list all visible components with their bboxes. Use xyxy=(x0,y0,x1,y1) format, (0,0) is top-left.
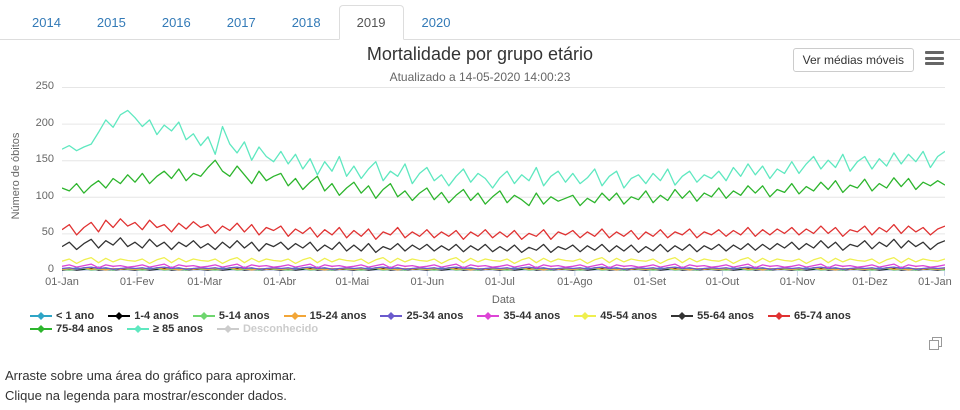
x-tick-label: 01-Nov xyxy=(779,276,816,288)
legend-item-label: 15-24 anos xyxy=(309,310,367,322)
legend-marker-icon xyxy=(30,325,52,333)
y-tick-label: 0 xyxy=(47,263,54,275)
moving-averages-button[interactable]: Ver médias móveis xyxy=(792,48,914,72)
x-tick-label: 01-Jul xyxy=(484,276,515,288)
tab-2015[interactable]: 2015 xyxy=(96,15,126,30)
legend-marker-icon xyxy=(30,312,52,320)
help-line-legend: Clique na legenda para mostrar/esconder … xyxy=(5,388,287,404)
legend-item-label: 25-34 anos xyxy=(406,310,464,322)
x-tick-label: 01-Abr xyxy=(263,276,297,288)
copy-icon[interactable] xyxy=(928,336,944,352)
legend-item-45-54 anos[interactable]: 45-54 anos xyxy=(574,310,657,322)
legend-item-label: 45-54 anos xyxy=(600,310,658,322)
series-line-25-34 anos[interactable] xyxy=(62,266,945,270)
legend-marker-icon xyxy=(126,325,149,333)
legend-marker-icon xyxy=(477,312,500,320)
series-line-45-54 anos[interactable] xyxy=(62,256,945,265)
x-tick-label: 01-Out xyxy=(705,276,740,288)
chart-title: Mortalidade por grupo etário xyxy=(366,44,594,64)
legend-item-label: 5-14 anos xyxy=(218,310,270,322)
y-tick-label: 150 xyxy=(35,153,54,166)
tab-2018[interactable]: 2018 xyxy=(291,15,321,30)
legend-item-label: 75-84 anos xyxy=(56,323,113,335)
x-tick-label: 01-Dez xyxy=(852,276,888,288)
tab-2017[interactable]: 2017 xyxy=(226,15,256,30)
legend-marker-icon xyxy=(216,325,239,333)
legend-item-label: 65-74 anos xyxy=(793,310,851,322)
year-tabbar: 2014 2015 2016 2017 2018 2019 2020 xyxy=(0,0,960,40)
plot-area[interactable] xyxy=(62,87,945,279)
legend-item-75-84 anos[interactable]: 75-84 anos xyxy=(30,323,113,335)
legend-marker-icon xyxy=(192,312,215,320)
y-tick-label: 250 xyxy=(35,80,54,92)
legend-item-≥ 85 anos[interactable]: ≥ 85 anos xyxy=(126,323,203,335)
legend-item-label: Desconhecido xyxy=(242,323,319,335)
legend-item-< 1 ano[interactable]: < 1 ano xyxy=(30,310,94,322)
chart-container: Mortalidade por grupo etário Atualizado … xyxy=(0,40,960,360)
x-tick-label: 01-Jan xyxy=(45,276,79,288)
x-tick-label: 01-Jan xyxy=(918,276,952,288)
chart-help-text: Arraste sobre uma área do gráfico para a… xyxy=(5,366,960,406)
y-tick-label: 100 xyxy=(35,189,54,202)
tab-2019[interactable]: 2019 xyxy=(338,5,404,40)
legend-marker-icon xyxy=(108,312,131,320)
y-tick-label: 200 xyxy=(35,116,54,129)
legend-item-Desconhecido[interactable]: Desconhecido xyxy=(216,323,319,335)
legend-item-label: ≥ 85 anos xyxy=(152,323,203,335)
legend-item-55-64 anos[interactable]: 55-64 anos xyxy=(671,310,754,322)
tab-2016[interactable]: 2016 xyxy=(161,15,191,30)
legend-item-25-34 anos[interactable]: 25-34 anos xyxy=(380,310,463,322)
x-tick-label: 01-Mai xyxy=(335,276,370,288)
series-line-55-64 anos[interactable] xyxy=(62,237,945,254)
legend-item-35-44 anos[interactable]: 35-44 anos xyxy=(477,310,560,322)
series-line-35-44 anos[interactable] xyxy=(62,263,945,269)
legend-item-1-4 anos[interactable]: 1-4 anos xyxy=(108,310,179,322)
legend-marker-icon xyxy=(574,312,597,320)
x-tick-label: 01-Jun xyxy=(410,276,445,288)
help-line-zoom: Arraste sobre uma área do gráfico para a… xyxy=(5,368,297,383)
legend-item-5-14 anos[interactable]: 5-14 anos xyxy=(192,310,270,322)
legend-item-label: 35-44 anos xyxy=(503,310,561,322)
chart-subtitle: Atualizado a 14-05-2020 14:00:23 xyxy=(389,70,571,84)
x-tick-label: 01-Mar xyxy=(187,276,223,288)
x-tick-label: 01-Fev xyxy=(119,276,155,288)
legend-marker-icon xyxy=(767,312,790,320)
chart-menu-icon[interactable] xyxy=(925,51,944,65)
series-line-65-74 anos[interactable] xyxy=(62,218,945,240)
y-tick-label: 50 xyxy=(41,226,54,239)
series-line-75-84 anos[interactable] xyxy=(62,159,945,207)
legend-item-label: 1-4 anos xyxy=(134,310,179,322)
legend-item-65-74 anos[interactable]: 65-74 anos xyxy=(767,310,851,322)
legend-item-15-24 anos[interactable]: 15-24 anos xyxy=(283,310,367,322)
series-line-≥ 85 anos[interactable] xyxy=(62,109,945,189)
tab-2020[interactable]: 2020 xyxy=(421,15,451,30)
tab-2014[interactable]: 2014 xyxy=(32,15,61,30)
x-tick-label: 01-Set xyxy=(633,276,667,288)
legend-marker-icon xyxy=(283,312,306,320)
legend-marker-icon xyxy=(671,312,694,320)
legend-item-label: 55-64 anos xyxy=(697,310,754,322)
legend-item-label: < 1 ano xyxy=(56,310,95,322)
legend-marker-icon xyxy=(380,312,403,320)
x-axis-title: Data xyxy=(491,294,516,306)
x-tick-label: 01-Ago xyxy=(557,276,593,288)
chart-legend: < 1 ano 1-4 anos 5-14 anos 15-24 anos 25-34 … xyxy=(30,310,946,335)
series-line-15-24 anos[interactable] xyxy=(62,267,945,271)
